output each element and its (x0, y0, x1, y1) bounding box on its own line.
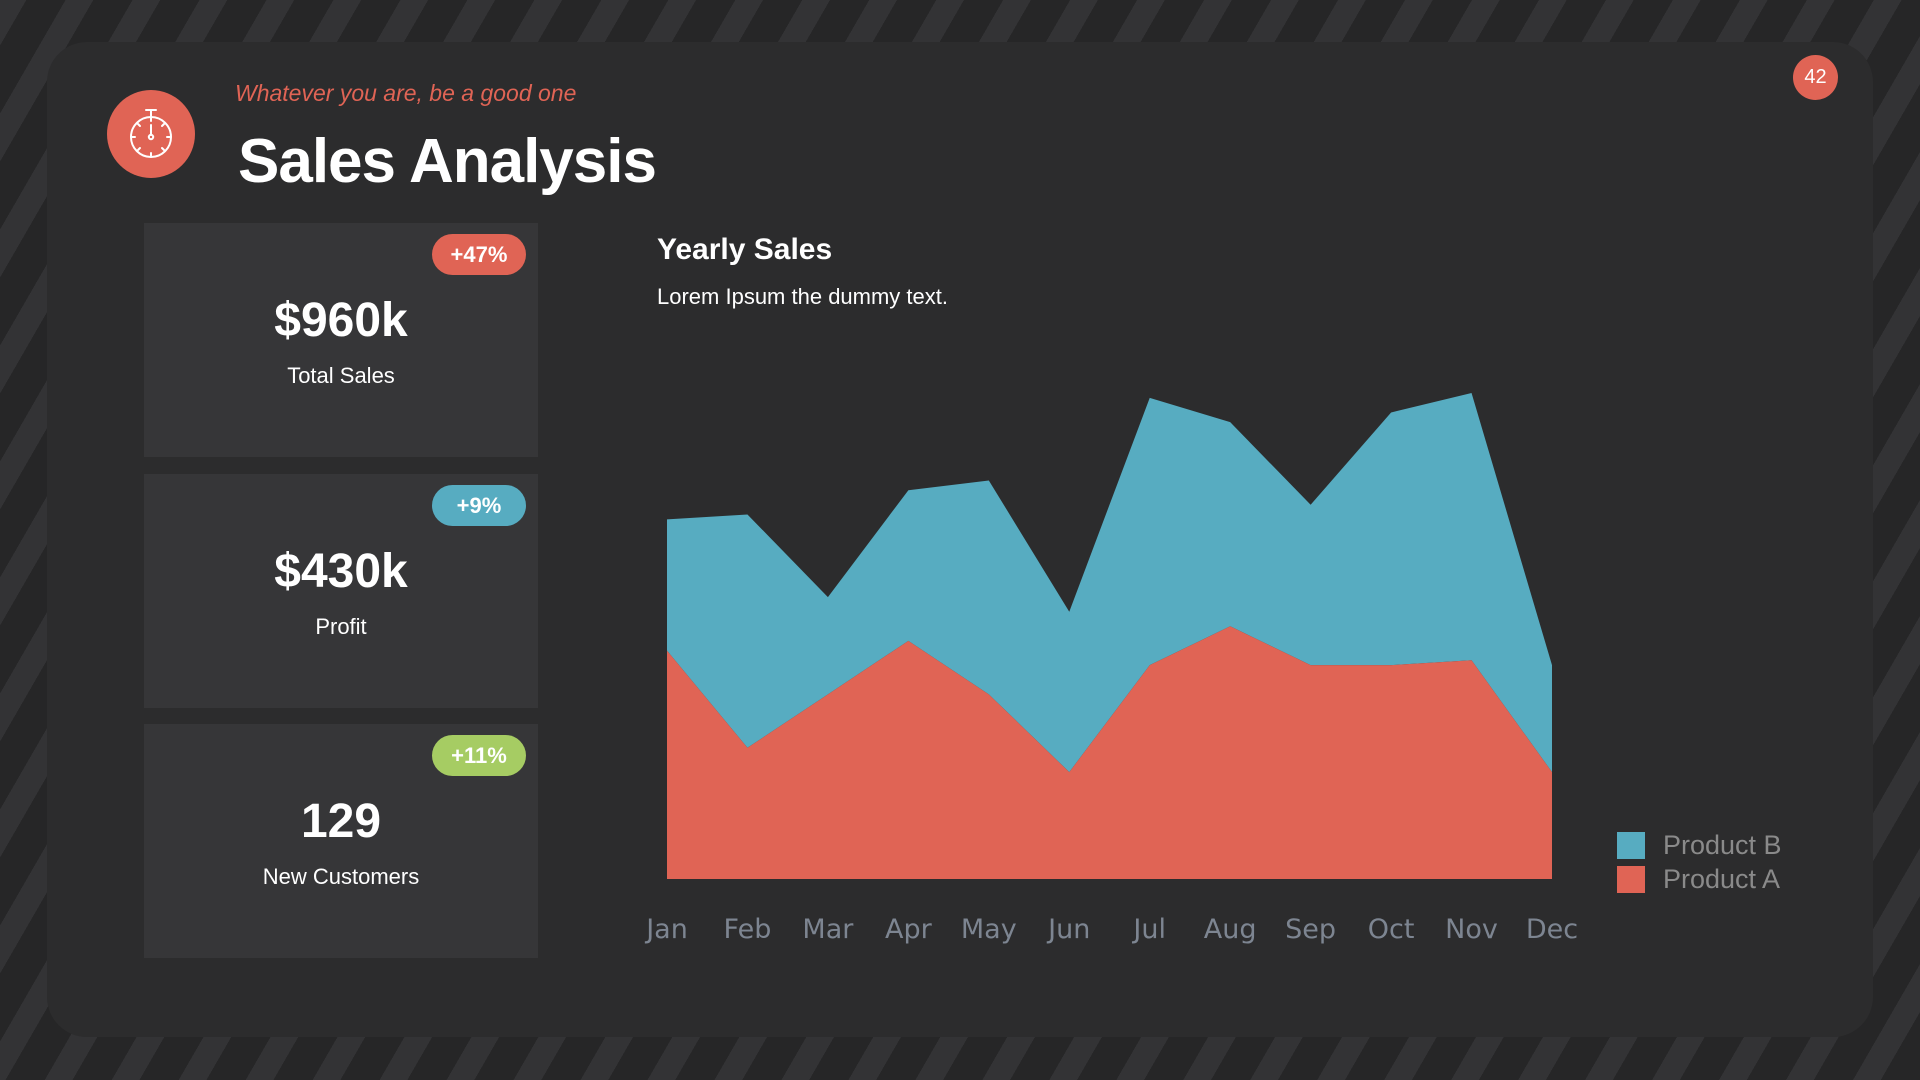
kpi-value: $960k (274, 294, 408, 347)
x-axis-label: Apr (885, 914, 932, 945)
page-title: Sales Analysis (238, 127, 657, 196)
x-axis-label: Jun (1048, 914, 1091, 945)
header-icon-badge (107, 90, 195, 178)
kpi-label: Total Sales (287, 363, 395, 388)
stopwatch-icon (130, 109, 172, 158)
legend-item-product-b: Product B (1617, 830, 1782, 861)
slide-number-badge: 42 (1793, 55, 1838, 100)
kpi-label: Profit (315, 614, 367, 639)
change-badge: +9% (432, 485, 526, 526)
x-axis-label: Jan (646, 914, 688, 945)
change-badge: +11% (432, 735, 526, 776)
x-axis-label: Oct (1367, 914, 1415, 945)
x-axis-label: Sep (1285, 914, 1337, 945)
area-product-b (667, 393, 1552, 773)
legend-label: Product B (1663, 830, 1782, 860)
x-axis-label: Mar (802, 914, 854, 945)
x-axis-label: Aug (1203, 914, 1257, 945)
x-axis-label: Feb (723, 914, 772, 945)
x-axis-label: Nov (1445, 914, 1498, 945)
change-badge: +47% (432, 234, 526, 275)
x-axis-label: Dec (1525, 914, 1579, 945)
area-product-a (667, 626, 1552, 879)
x-axis-label: May (960, 914, 1017, 945)
legend-swatch (1617, 832, 1645, 859)
legend-label: Product A (1663, 864, 1781, 894)
kpi-card-profit: +9% $430k Profit (144, 474, 538, 708)
kpi-card-total-sales: +47% $960k Total Sales (144, 223, 538, 457)
legend-item-product-a: Product A (1617, 864, 1780, 895)
x-axis-label: Jul (1133, 914, 1166, 945)
kpi-card-new-customers: +11% 129 New Customers (144, 724, 538, 958)
kpi-value: 129 (300, 795, 382, 848)
chart-title: Yearly Sales (657, 233, 833, 266)
chart-subtitle: Lorem Ipsum the dummy text. (657, 284, 948, 309)
legend-swatch (1617, 866, 1645, 893)
kpi-label: New Customers (262, 864, 420, 889)
slide-subtitle: Whatever you are, be a good one (235, 80, 577, 106)
kpi-value: $430k (274, 545, 408, 598)
